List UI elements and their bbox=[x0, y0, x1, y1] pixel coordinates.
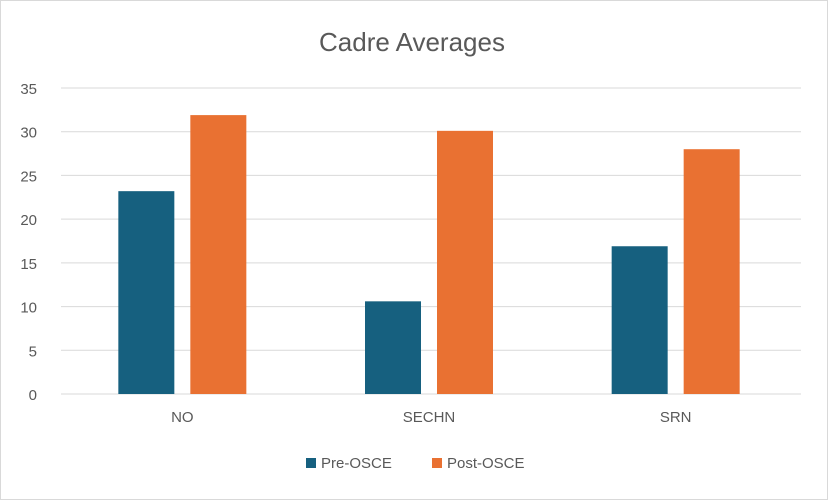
bar-pre-osce-no bbox=[118, 191, 175, 394]
bar-post-osce-srn bbox=[683, 149, 740, 394]
bar-pre-osce-sechn bbox=[365, 301, 421, 394]
y-tick-label: 25 bbox=[20, 168, 37, 185]
legend-label: Pre-OSCE bbox=[321, 455, 392, 472]
y-tick-label: 10 bbox=[20, 300, 37, 317]
x-tick-label: SRN bbox=[660, 409, 692, 426]
bar-pre-osce-srn bbox=[611, 246, 668, 394]
bar-post-osce-no bbox=[190, 115, 247, 395]
y-tick-label: 0 bbox=[29, 387, 37, 404]
y-tick-label: 5 bbox=[29, 343, 37, 360]
y-tick-label: 35 bbox=[20, 81, 37, 98]
chart-title: Cadre Averages bbox=[319, 27, 505, 57]
legend-label: Post-OSCE bbox=[447, 455, 525, 472]
y-tick-label: 15 bbox=[20, 256, 37, 273]
x-tick-label: NO bbox=[171, 409, 194, 426]
y-tick-label: 20 bbox=[20, 212, 37, 229]
y-tick-label: 30 bbox=[20, 125, 37, 142]
legend-swatch bbox=[432, 458, 442, 468]
x-tick-label: SECHN bbox=[403, 409, 456, 426]
bar-post-osce-sechn bbox=[437, 130, 493, 394]
legend-swatch bbox=[306, 458, 316, 468]
